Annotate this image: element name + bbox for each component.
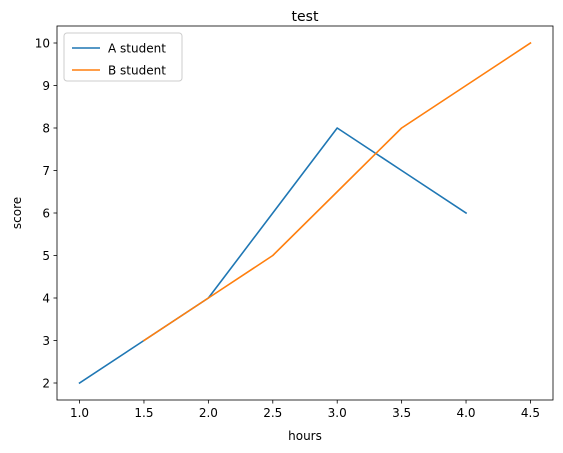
x-tick-label: 2.0 <box>199 406 218 420</box>
x-tick-label: 4.5 <box>521 406 540 420</box>
x-tick-label: 3.0 <box>328 406 347 420</box>
legend-label: A student <box>108 42 166 56</box>
y-tick-label: 6 <box>42 207 50 221</box>
y-tick-label: 7 <box>42 164 50 178</box>
y-tick-label: 8 <box>42 122 50 136</box>
y-axis-label: score <box>10 197 24 229</box>
legend-label: B student <box>108 64 166 78</box>
x-axis-ticks: 1.0 1.5 2.0 2.5 3.0 3.5 4.0 4.5 <box>70 400 540 420</box>
y-tick-label: 3 <box>42 334 50 348</box>
x-tick-label: 4.0 <box>456 406 475 420</box>
legend: A student B student <box>63 32 183 82</box>
series-line-b-student <box>142 41 532 342</box>
y-tick-label: 9 <box>42 79 50 93</box>
x-tick-label: 1.5 <box>134 406 153 420</box>
y-tick-label: 5 <box>42 249 50 263</box>
x-tick-label: 1.0 <box>70 406 89 420</box>
y-axis-ticks: 2 3 4 5 6 7 8 9 10 <box>35 37 57 391</box>
y-tick-label: 2 <box>42 377 50 391</box>
x-tick-label: 3.5 <box>392 406 411 420</box>
y-tick-label: 10 <box>35 37 50 51</box>
series-layer <box>78 41 532 385</box>
legend-box <box>63 32 183 82</box>
plot-frame <box>56 25 554 401</box>
x-tick-label: 2.5 <box>263 406 282 420</box>
x-axis-label: hours <box>288 429 322 443</box>
chart-title: test <box>292 9 319 25</box>
y-tick-label: 4 <box>42 292 50 306</box>
